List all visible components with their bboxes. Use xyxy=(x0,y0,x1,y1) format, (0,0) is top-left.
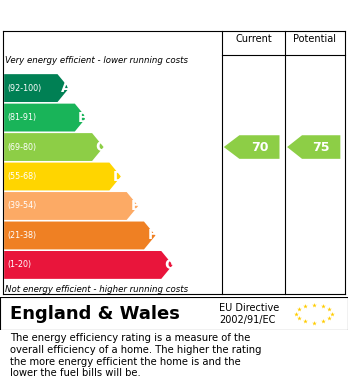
Text: Energy Efficiency Rating: Energy Efficiency Rating xyxy=(9,5,238,23)
Text: C: C xyxy=(96,140,106,154)
Text: EU Directive
2002/91/EC: EU Directive 2002/91/EC xyxy=(219,303,279,325)
Text: (92-100): (92-100) xyxy=(7,84,41,93)
Text: (1-20): (1-20) xyxy=(7,260,31,269)
Text: G: G xyxy=(164,258,175,272)
Text: (55-68): (55-68) xyxy=(7,172,36,181)
Text: England & Wales: England & Wales xyxy=(10,305,180,323)
Text: E: E xyxy=(130,199,140,213)
Text: Potential: Potential xyxy=(293,34,337,44)
Text: D: D xyxy=(112,170,124,183)
Text: Current: Current xyxy=(235,34,272,44)
Polygon shape xyxy=(4,163,121,190)
Text: F: F xyxy=(148,228,157,242)
Text: Not energy efficient - higher running costs: Not energy efficient - higher running co… xyxy=(5,285,188,294)
Text: 75: 75 xyxy=(313,140,330,154)
Text: B: B xyxy=(78,111,89,125)
Polygon shape xyxy=(4,222,156,249)
Text: (21-38): (21-38) xyxy=(7,231,36,240)
Text: (81-91): (81-91) xyxy=(7,113,36,122)
Polygon shape xyxy=(287,135,340,159)
Text: 70: 70 xyxy=(251,140,268,154)
Polygon shape xyxy=(4,133,104,161)
Polygon shape xyxy=(4,104,86,131)
Text: The energy efficiency rating is a measure of the
overall efficiency of a home. T: The energy efficiency rating is a measur… xyxy=(10,334,262,378)
Polygon shape xyxy=(4,74,69,102)
Text: (39-54): (39-54) xyxy=(7,201,36,210)
Polygon shape xyxy=(4,251,173,279)
Polygon shape xyxy=(4,192,138,220)
Polygon shape xyxy=(224,135,279,159)
Text: Very energy efficient - lower running costs: Very energy efficient - lower running co… xyxy=(5,56,188,65)
Text: (69-80): (69-80) xyxy=(7,143,36,152)
Text: A: A xyxy=(61,81,71,95)
